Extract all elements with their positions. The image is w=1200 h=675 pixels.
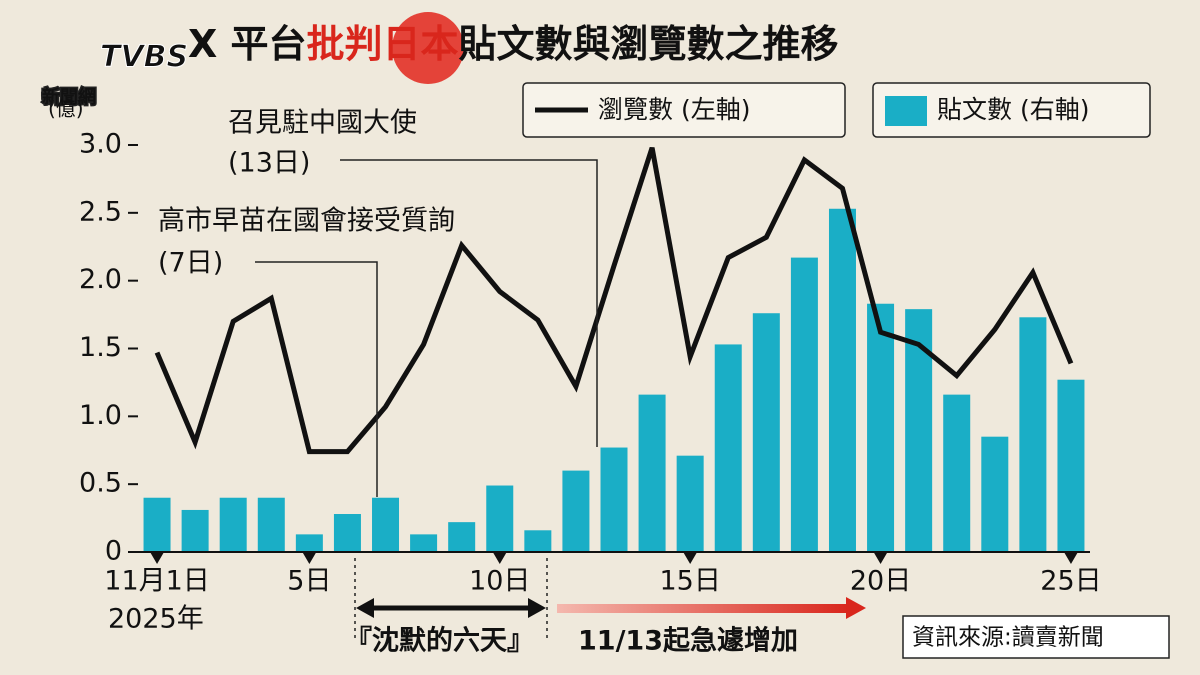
leader-line <box>340 159 598 447</box>
arrow <box>557 604 849 613</box>
bar <box>372 497 400 552</box>
source: 資訊來源:讀賣新聞 <box>912 625 1104 651</box>
source-box <box>902 615 1170 659</box>
bar <box>1019 317 1047 552</box>
annotation: (7日) <box>158 248 223 279</box>
title-part-red: 批判日本 <box>307 22 459 66</box>
plot <box>143 146 1085 552</box>
bar <box>790 257 818 552</box>
chart-title: X 平台批判日本貼文數與瀏覽數之推移 <box>188 22 839 66</box>
y-tick-label: 1.5 <box>79 332 122 363</box>
x-tick <box>492 552 507 564</box>
annotation: 高市早苗在國會接受質詢 <box>158 206 455 237</box>
y-tick-label: 2.5 <box>79 196 122 227</box>
bar <box>752 313 780 552</box>
y-tick-label: 0.5 <box>79 468 122 499</box>
x-tick <box>150 552 165 564</box>
bar <box>333 514 361 552</box>
bar <box>410 534 438 552</box>
bar <box>257 497 285 552</box>
x-tick <box>873 552 888 564</box>
legend-box <box>872 82 1151 138</box>
annotation: 11/13起急遽增加 <box>578 625 798 657</box>
annotation: 召見駐中國大使 <box>228 108 417 139</box>
title-part: X 平台 <box>188 22 307 66</box>
bar <box>638 394 666 552</box>
title-part: 貼文數與瀏覽數之推移 <box>459 22 839 66</box>
arrow-head <box>356 598 374 618</box>
bar <box>943 394 971 552</box>
bar <box>295 534 323 552</box>
bar <box>600 447 628 552</box>
arrow-head <box>528 598 546 618</box>
annotation: 『沈默的六天』 <box>345 625 534 657</box>
bar <box>867 303 895 552</box>
annotation: (13日) <box>228 148 310 179</box>
x-note: 2025年 <box>108 604 204 635</box>
x-tick <box>683 552 698 564</box>
legend-swatch-bar <box>885 96 927 126</box>
y-unit: (億) <box>48 97 84 121</box>
bar <box>828 208 856 552</box>
legend-label: 貼文數 (右軸) <box>937 95 1089 124</box>
bar <box>981 436 1009 552</box>
x-tick-label: 20日 <box>850 566 911 597</box>
leader-line <box>255 261 378 497</box>
bar <box>676 455 704 552</box>
line <box>154 146 1074 455</box>
y-tick-label: 2.0 <box>79 264 122 295</box>
flag-circle <box>392 12 464 84</box>
legend-label: 瀏覽數 (左軸) <box>598 95 750 124</box>
bar <box>524 530 552 552</box>
x-tick-label: 5日 <box>287 566 331 597</box>
brand: TVBS <box>100 40 188 75</box>
y-tick-label: 1.0 <box>79 400 122 431</box>
x-tick-label: 11月1日 <box>104 566 210 597</box>
x-tick-label: 10日 <box>469 566 530 597</box>
bar <box>143 497 171 552</box>
bar <box>486 485 514 552</box>
arrow-head <box>846 597 866 619</box>
brand-sub: 新聞網 <box>42 86 96 108</box>
bar <box>562 470 590 552</box>
bar <box>448 522 476 552</box>
bar <box>181 509 209 552</box>
y-tick-label: 3.0 <box>79 129 122 160</box>
y-tick-label: 0 <box>105 536 122 567</box>
x-tick <box>1063 552 1078 564</box>
x-tick-label: 25日 <box>1040 566 1101 597</box>
x-tick <box>302 552 317 564</box>
legend-box <box>522 82 846 138</box>
bar <box>219 497 247 552</box>
bar <box>714 344 742 552</box>
bar <box>1057 379 1085 552</box>
x-tick-label: 15日 <box>659 566 720 597</box>
